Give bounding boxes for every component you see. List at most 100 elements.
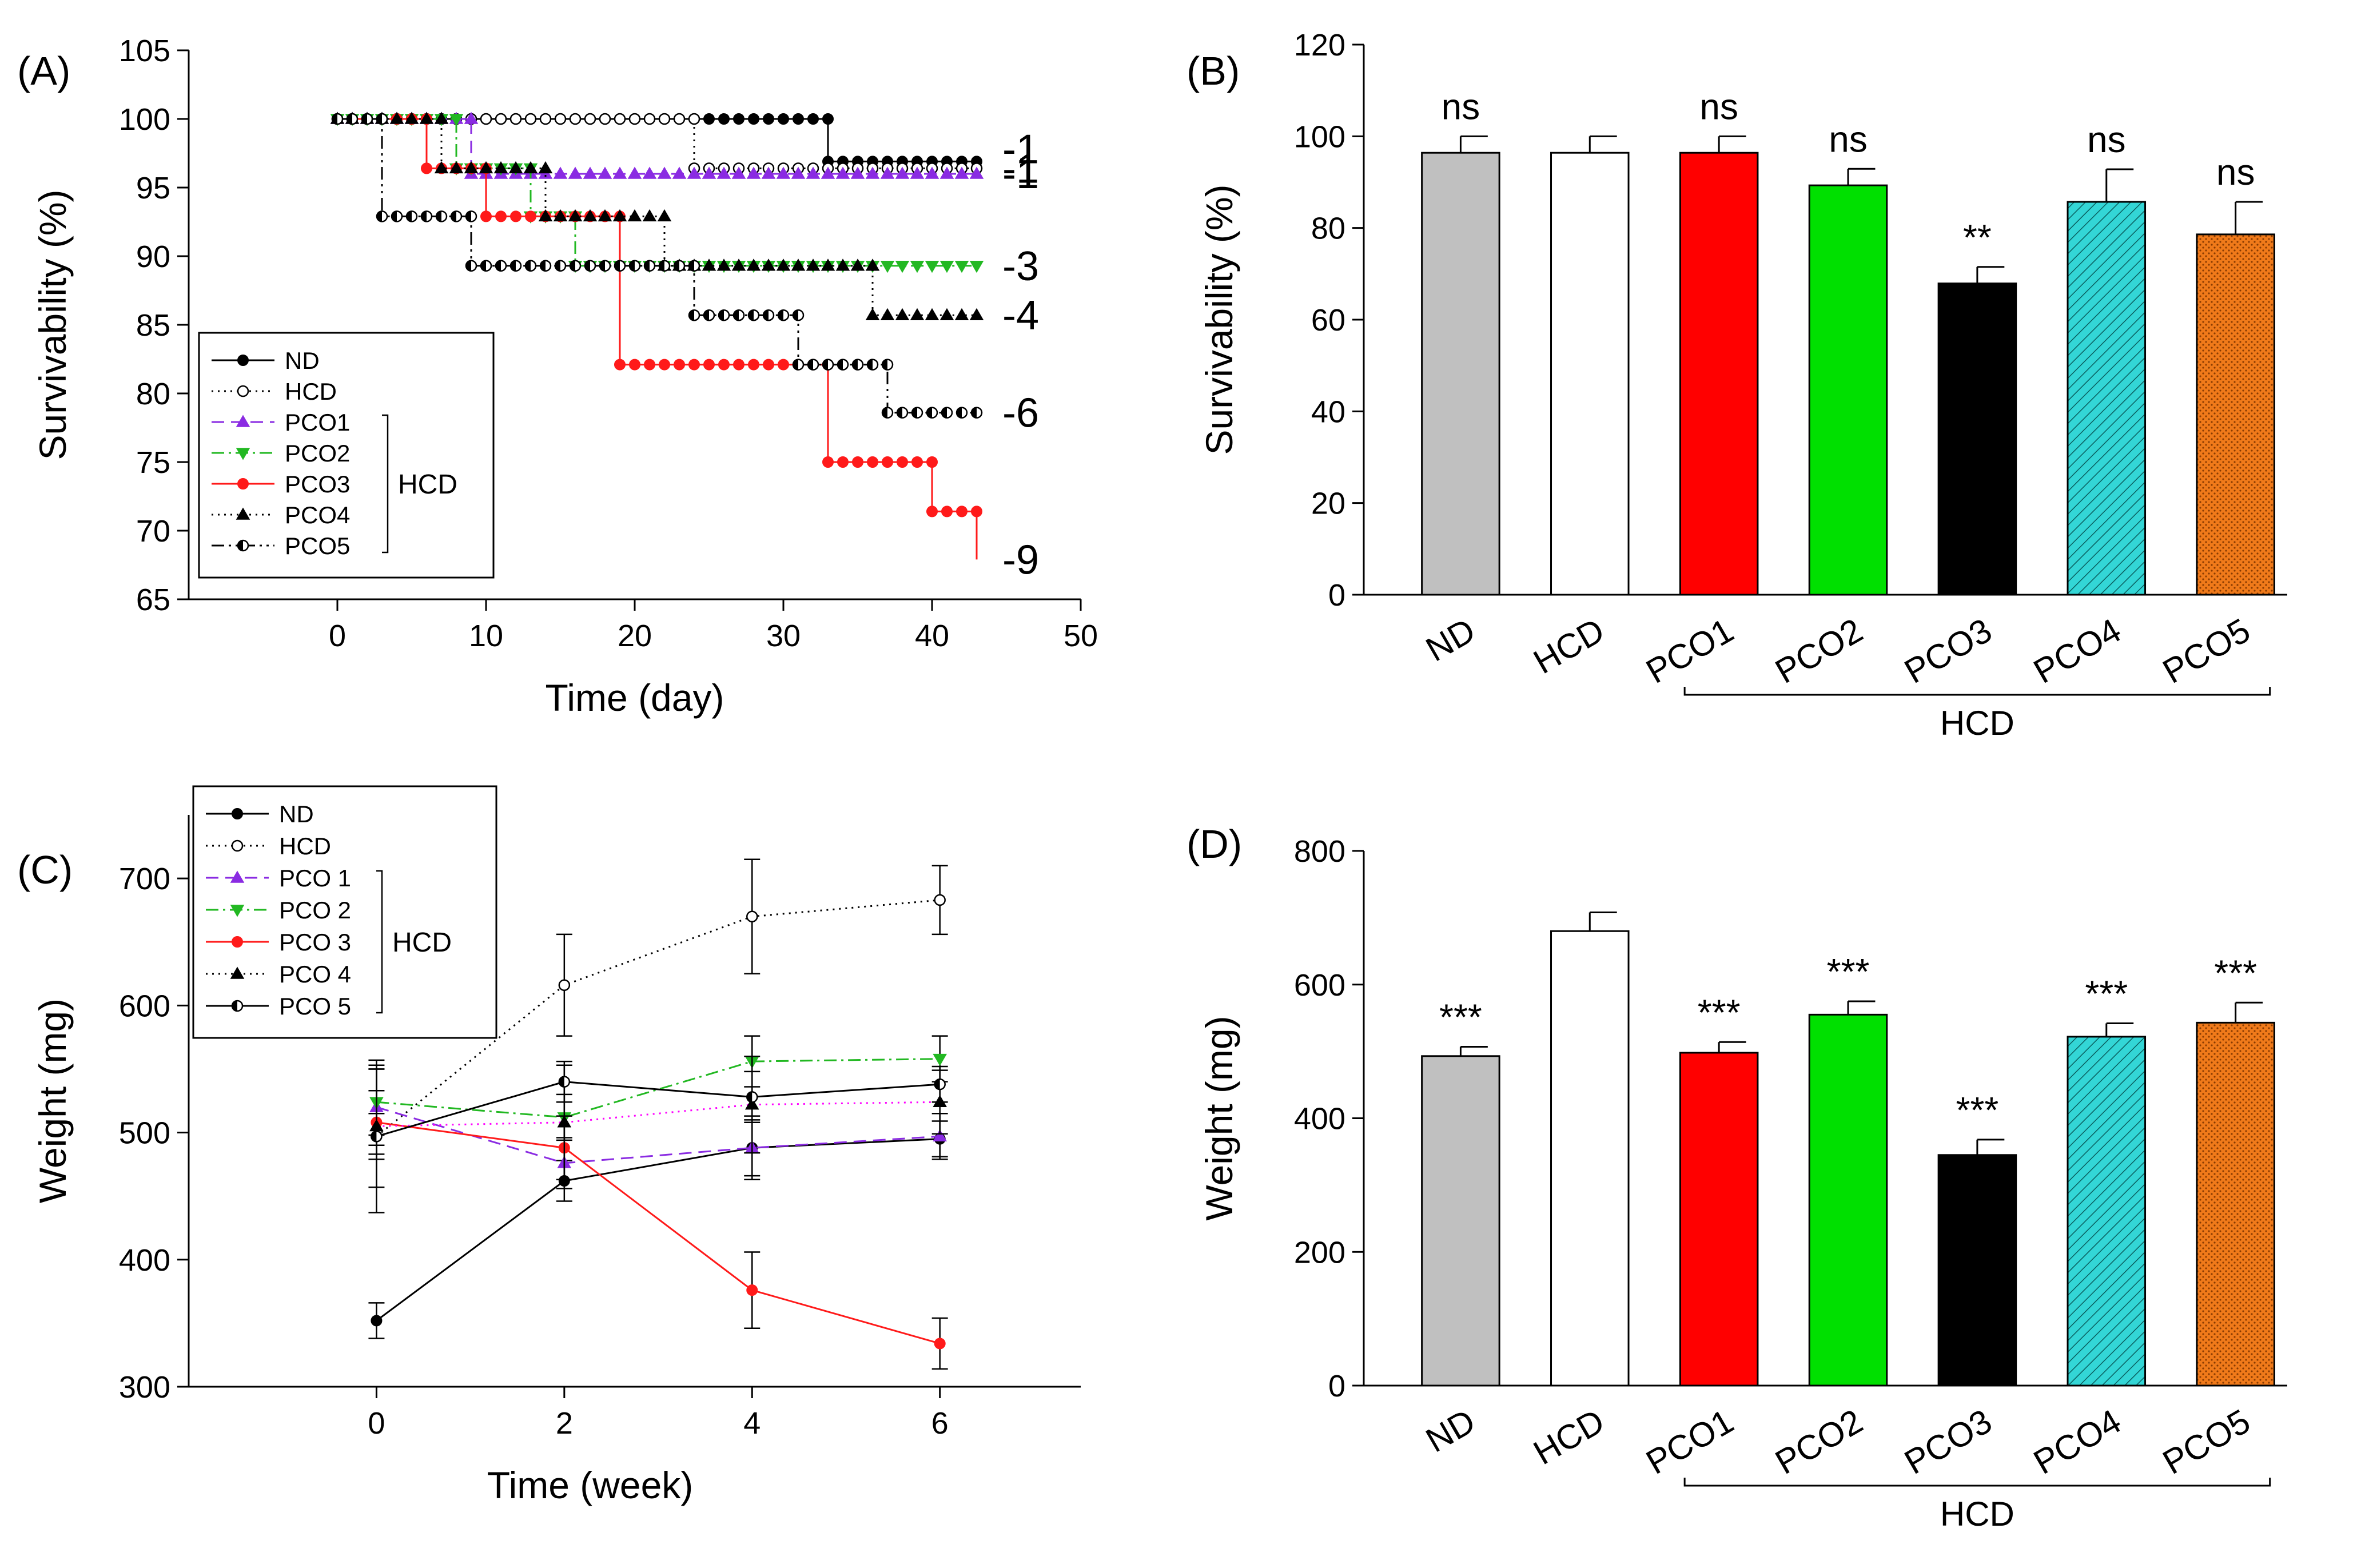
data-point	[419, 112, 434, 124]
data-point-fill	[630, 260, 635, 271]
data-point	[911, 456, 923, 468]
x-tick-label: 30	[766, 619, 801, 653]
significance-label: ***	[1827, 951, 1870, 992]
x-axis-label: Time (day)	[546, 676, 724, 719]
significance-label: ***	[1698, 992, 1741, 1033]
data-point	[346, 113, 359, 125]
data-point	[495, 210, 507, 222]
data-point	[941, 506, 953, 518]
data-point	[614, 359, 626, 371]
data-point	[865, 258, 880, 271]
series-pco2	[368, 1035, 948, 1141]
data-point	[761, 258, 776, 271]
data-point-fill	[555, 260, 560, 271]
data-point	[658, 113, 671, 125]
data-point	[523, 161, 538, 174]
data-point	[627, 166, 642, 179]
data-point	[867, 456, 878, 468]
data-point-fill	[392, 211, 397, 222]
bar	[1550, 930, 1630, 1387]
data-point-fill	[934, 1079, 940, 1090]
legend-label: PCO5	[285, 532, 350, 559]
data-point	[746, 166, 761, 179]
data-point-fill	[957, 407, 962, 418]
series-pco5	[368, 1059, 948, 1213]
data-point	[479, 161, 493, 174]
legend-marker	[237, 478, 249, 489]
significance-label: ***	[2214, 952, 2257, 993]
data-point	[391, 210, 403, 222]
significance-label: ***	[1956, 1089, 1999, 1131]
series-line	[376, 899, 940, 1137]
data-point	[361, 113, 373, 125]
legend-label: PCO1	[285, 409, 350, 436]
data-point-fill	[585, 260, 590, 271]
data-point	[673, 260, 686, 272]
data-point	[703, 113, 715, 125]
data-point	[733, 113, 744, 125]
data-point	[807, 113, 819, 125]
end-label: -3	[1002, 244, 1039, 289]
y-tick-label: 400	[1294, 1102, 1345, 1136]
y-axis-label: Survivability (%)	[1198, 184, 1240, 455]
end-label: -6	[1002, 391, 1039, 436]
data-point	[688, 309, 700, 321]
data-point	[627, 209, 642, 222]
data-point	[926, 456, 938, 468]
data-point	[672, 166, 687, 179]
data-point	[584, 260, 596, 272]
data-point	[969, 261, 984, 273]
data-point	[791, 166, 806, 179]
legend-box	[198, 332, 495, 579]
step-line	[337, 118, 977, 414]
y-tick-label: 800	[1294, 834, 1345, 869]
data-point	[865, 166, 880, 179]
y-tick-label: 90	[136, 240, 170, 274]
data-point	[822, 113, 834, 125]
data-point	[674, 359, 685, 371]
data-point	[464, 112, 479, 124]
significance-label: **	[1963, 217, 1992, 258]
category-label: PCO1	[1640, 611, 1740, 691]
data-point	[421, 162, 432, 174]
legend-marker	[237, 355, 249, 366]
data-point	[777, 309, 790, 321]
data-point	[954, 308, 969, 320]
bar	[1808, 1013, 1888, 1387]
data-point	[568, 166, 583, 179]
data-point	[941, 407, 953, 419]
data-point-fill	[421, 211, 427, 222]
y-axis-label: Weight (mg)	[1198, 1016, 1240, 1220]
data-point	[673, 113, 686, 125]
data-point	[449, 114, 464, 126]
data-point	[956, 506, 968, 518]
data-point	[569, 260, 582, 272]
data-point	[970, 407, 983, 419]
data-point	[747, 309, 760, 321]
data-point	[806, 166, 821, 179]
category-label: HCD	[1527, 1402, 1611, 1472]
series-pco4	[368, 1055, 948, 1188]
legend-group-bracket	[376, 870, 383, 1014]
data-point-fill	[808, 359, 813, 370]
significance-label: ns	[1699, 86, 1738, 127]
data-point	[792, 309, 805, 321]
bar-group-pco3: ** PCO3	[1898, 217, 2017, 691]
data-point-fill	[748, 310, 754, 321]
data-point-fill	[793, 310, 798, 321]
data-point	[553, 166, 568, 179]
data-point	[612, 209, 627, 222]
significance-label: ns	[2087, 119, 2126, 160]
y-tick-label: 100	[1294, 120, 1345, 154]
data-point	[568, 209, 583, 222]
data-point-fill	[689, 310, 694, 321]
legend-marker	[236, 507, 250, 520]
category-label: HCD	[1527, 611, 1611, 681]
legend-marker	[236, 415, 250, 427]
data-point	[971, 506, 982, 518]
data-point	[524, 113, 537, 125]
end-label: -1	[1002, 152, 1039, 197]
x-tick-label: 50	[1064, 619, 1098, 653]
data-point-fill	[853, 359, 858, 370]
